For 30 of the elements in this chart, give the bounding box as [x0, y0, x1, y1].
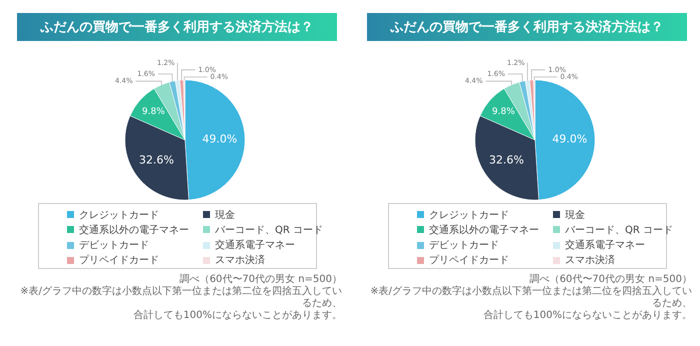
text: ※表/グラフ中の数字は小数点以下第一位または第二位を四捨五入しているため、 — [369, 286, 692, 310]
data-label: 32.6% — [138, 153, 174, 166]
text: 調べ（60代〜70代の男女 n=500） — [528, 274, 692, 286]
data-label: 49.0% — [552, 132, 588, 146]
data-label: 9.8% — [142, 107, 166, 118]
legend-label: 交通系以外の電子マネー — [429, 224, 539, 237]
chart-title: ふだんの買物で一番多く利用する決済方法は？ — [17, 13, 337, 41]
legend-label: 現金 — [215, 208, 235, 222]
chart-title: ふだんの買物で一番多く利用する決済方法は？ — [367, 13, 687, 41]
legend-label: デビットカード — [429, 239, 499, 252]
legend-label: クレジットカード — [79, 208, 159, 222]
text: 合計しても100%にならないことがあります。 — [482, 310, 692, 322]
text: 合計しても100%にならないことがあります。 — [132, 310, 342, 322]
legend-label: 交通系電子マネー — [215, 238, 295, 252]
legend-label: 現金 — [565, 208, 585, 222]
legend-label: スマホ決済 — [565, 254, 615, 268]
legend-label: クレジットカード — [429, 208, 509, 222]
legend-label: 交通系電子マネー — [565, 238, 645, 252]
legend-label: デビットカード — [79, 239, 149, 252]
legend-label: 交通系以外の電子マネー — [79, 224, 189, 237]
data-label: 9.8% — [492, 107, 516, 118]
legend-label: プリペイドカード — [429, 254, 509, 268]
legend-label: バーコード、QR コード — [215, 224, 323, 237]
text: 調べ（60代〜70代の男女 n=500） — [178, 274, 342, 286]
text: ※表/グラフ中の数字は小数点以下第一位または第二位を四捨五入しているため、 — [19, 286, 342, 310]
legend-label: スマホ決済 — [215, 254, 265, 268]
data-label: 32.6% — [488, 153, 524, 166]
data-label: 49.0% — [202, 132, 238, 146]
legend-label: プリペイドカード — [79, 254, 159, 268]
legend-label: バーコード、QR コード — [565, 224, 673, 237]
